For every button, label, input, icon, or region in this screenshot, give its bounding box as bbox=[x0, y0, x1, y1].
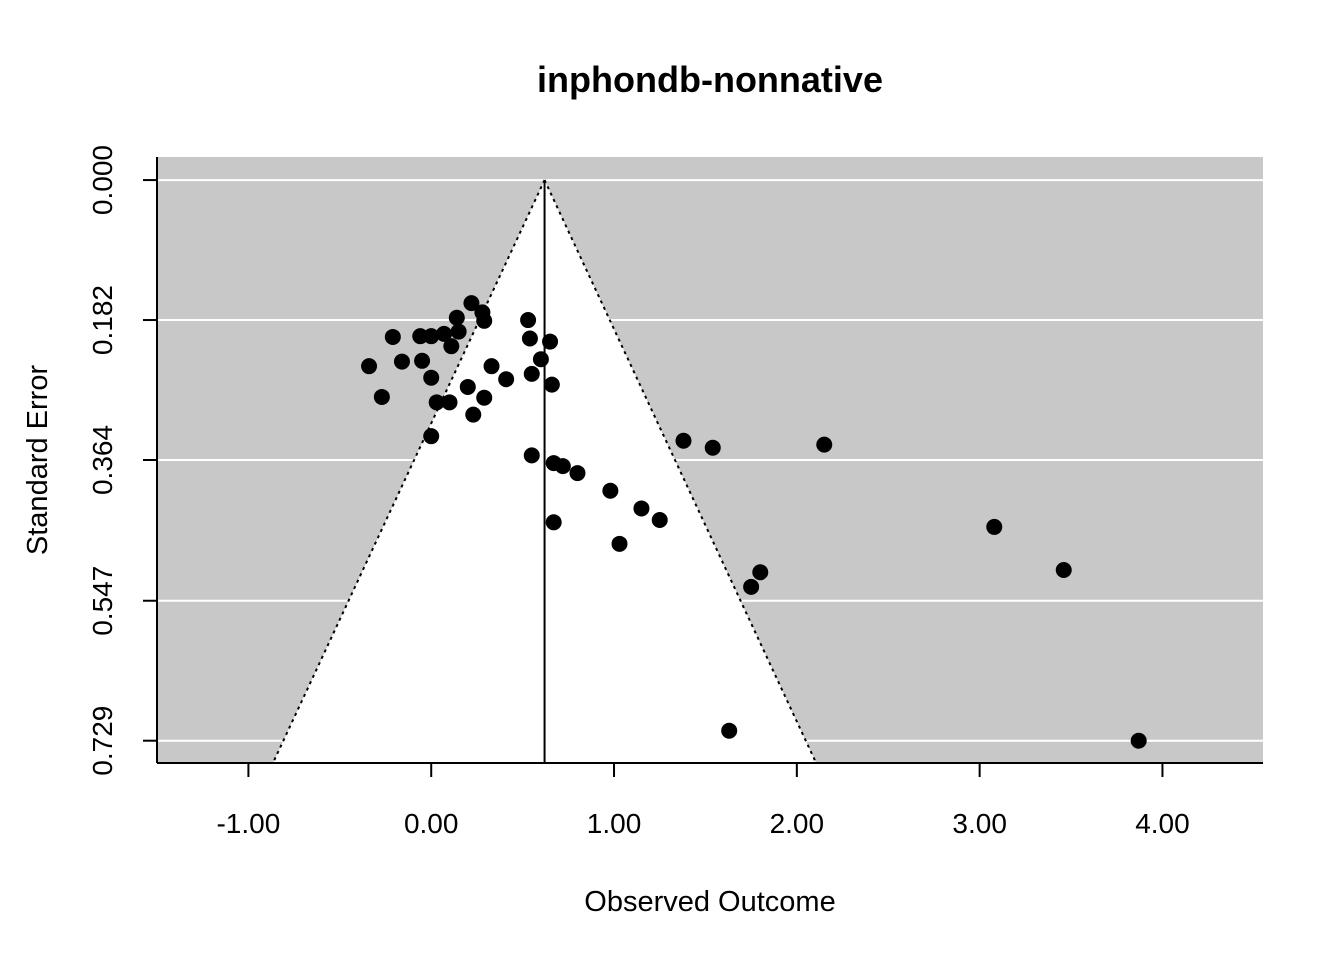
x-tick-label-0: -1.00 bbox=[216, 808, 280, 839]
y-axis-label: Standard Error bbox=[22, 365, 54, 556]
data-point-16 bbox=[414, 352, 431, 369]
plot-area: -1.00 0.00 1.00 2.00 3.00 4.00 0.000 0.182 0.364… bbox=[87, 145, 1263, 839]
data-point-25 bbox=[441, 394, 458, 411]
y-tick-label-1: 0.182 bbox=[87, 285, 118, 355]
y-tick-label-4: 0.729 bbox=[87, 706, 118, 776]
data-point-35 bbox=[569, 465, 586, 482]
data-point-19 bbox=[498, 371, 515, 388]
data-point-22 bbox=[459, 378, 476, 395]
x-tick-label-4: 3.00 bbox=[952, 808, 1007, 839]
data-point-36 bbox=[602, 482, 619, 499]
data-point-11 bbox=[521, 330, 538, 347]
data-point-40 bbox=[611, 535, 628, 552]
data-point-9 bbox=[443, 338, 460, 355]
data-point-24 bbox=[428, 394, 445, 411]
data-point-21 bbox=[543, 376, 560, 393]
data-point-18 bbox=[483, 358, 500, 375]
data-point-13 bbox=[532, 351, 549, 368]
chart-title: inphondb-nonnative bbox=[537, 59, 883, 100]
data-point-38 bbox=[651, 511, 668, 528]
data-point-31 bbox=[816, 436, 833, 453]
data-point-46 bbox=[1130, 732, 1147, 749]
x-tick-label-3: 2.00 bbox=[770, 808, 825, 839]
data-point-42 bbox=[1055, 561, 1072, 578]
data-point-34 bbox=[554, 458, 571, 475]
data-point-45 bbox=[721, 722, 738, 739]
data-point-32 bbox=[523, 447, 540, 464]
data-point-3 bbox=[448, 309, 465, 326]
data-point-43 bbox=[752, 564, 769, 581]
funnel-right-edge bbox=[543, 179, 818, 763]
y-tick-label-0: 0.000 bbox=[87, 145, 118, 215]
x-tick-label-5: 4.00 bbox=[1135, 808, 1190, 839]
data-point-14 bbox=[361, 358, 378, 375]
x-tick-label-2: 1.00 bbox=[587, 808, 642, 839]
data-point-8 bbox=[436, 325, 453, 342]
data-point-28 bbox=[423, 428, 440, 445]
data-point-4 bbox=[450, 323, 467, 340]
data-point-27 bbox=[465, 406, 482, 423]
data-point-12 bbox=[542, 333, 559, 350]
data-point-26 bbox=[476, 389, 493, 406]
data-point-7 bbox=[423, 328, 440, 345]
data-point-39 bbox=[545, 514, 562, 531]
data-point-37 bbox=[633, 500, 650, 517]
funnel-left-edge bbox=[272, 179, 546, 763]
data-point-20 bbox=[523, 365, 540, 382]
data-point-17 bbox=[423, 369, 440, 386]
x-axis-label: Observed Outcome bbox=[584, 886, 835, 918]
data-point-23 bbox=[373, 388, 390, 405]
y-tick-label-3: 0.547 bbox=[87, 566, 118, 636]
x-tick-label-1: 0.00 bbox=[404, 808, 459, 839]
data-point-44 bbox=[743, 578, 760, 595]
data-point-29 bbox=[675, 432, 692, 449]
y-tick-label-2: 0.364 bbox=[87, 425, 118, 495]
data-point-15 bbox=[393, 353, 410, 370]
data-point-6 bbox=[412, 328, 429, 345]
data-point-10 bbox=[520, 312, 537, 329]
data-point-2 bbox=[476, 312, 493, 329]
data-point-0 bbox=[463, 295, 480, 312]
data-point-41 bbox=[986, 518, 1003, 535]
data-point-5 bbox=[384, 328, 401, 345]
data-point-30 bbox=[704, 439, 721, 456]
